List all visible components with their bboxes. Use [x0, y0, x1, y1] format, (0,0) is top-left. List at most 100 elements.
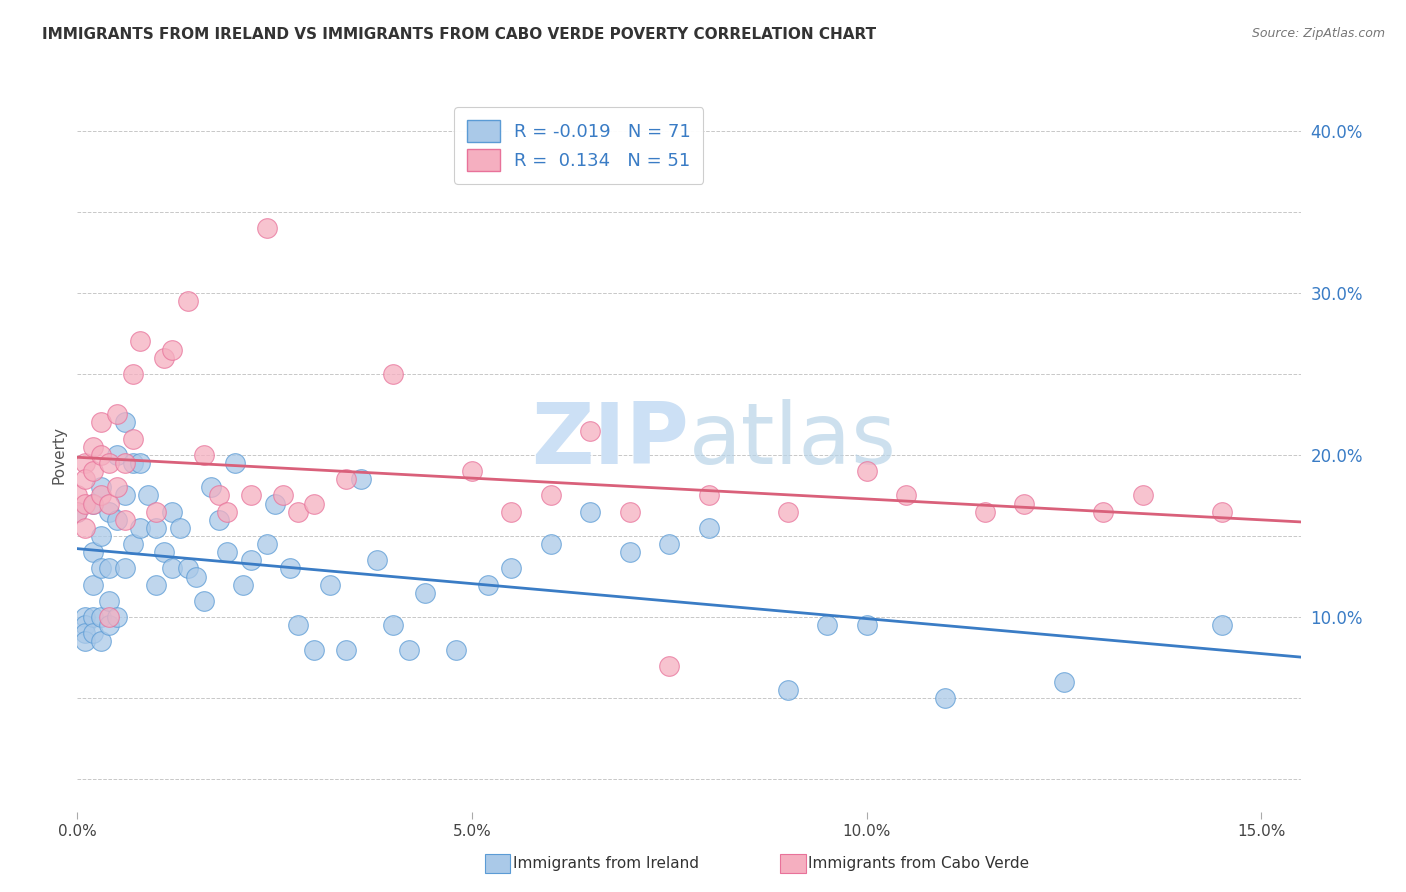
- Point: [256, 537, 278, 551]
- Point: [894, 488, 917, 502]
- Point: [619, 545, 641, 559]
- Point: [121, 367, 143, 381]
- Point: [90, 610, 112, 624]
- Point: [169, 521, 191, 535]
- Point: [145, 521, 167, 535]
- Point: [97, 497, 120, 511]
- Point: [82, 440, 104, 454]
- Point: [658, 537, 681, 551]
- Point: [413, 586, 436, 600]
- Point: [256, 220, 278, 235]
- Y-axis label: Poverty: Poverty: [51, 425, 66, 484]
- Point: [105, 610, 128, 624]
- Point: [114, 513, 136, 527]
- Point: [75, 626, 97, 640]
- Point: [319, 577, 342, 591]
- Point: [697, 488, 720, 502]
- Point: [114, 416, 136, 430]
- Text: Source: ZipAtlas.com: Source: ZipAtlas.com: [1251, 27, 1385, 40]
- Point: [82, 497, 104, 511]
- Point: [1132, 488, 1154, 502]
- Point: [145, 505, 167, 519]
- Point: [90, 448, 112, 462]
- Point: [129, 521, 152, 535]
- Point: [114, 488, 136, 502]
- Point: [160, 505, 183, 519]
- Point: [263, 497, 285, 511]
- Point: [382, 367, 405, 381]
- Point: [82, 610, 104, 624]
- Text: Immigrants from Ireland: Immigrants from Ireland: [513, 856, 699, 871]
- Point: [121, 456, 143, 470]
- Point: [90, 480, 112, 494]
- Point: [75, 610, 97, 624]
- Point: [114, 561, 136, 575]
- Point: [75, 472, 97, 486]
- Point: [75, 618, 97, 632]
- Point: [382, 618, 405, 632]
- Point: [697, 521, 720, 535]
- Point: [66, 505, 89, 519]
- Point: [658, 658, 681, 673]
- Point: [350, 472, 373, 486]
- Point: [776, 683, 799, 698]
- Point: [1211, 505, 1233, 519]
- Point: [160, 561, 183, 575]
- Point: [97, 505, 120, 519]
- Point: [97, 456, 120, 470]
- Point: [90, 488, 112, 502]
- Point: [973, 505, 995, 519]
- Point: [82, 497, 104, 511]
- Text: Immigrants from Cabo Verde: Immigrants from Cabo Verde: [808, 856, 1029, 871]
- Point: [217, 505, 239, 519]
- Point: [1092, 505, 1115, 519]
- Point: [287, 618, 309, 632]
- Point: [193, 594, 215, 608]
- Point: [138, 488, 160, 502]
- Point: [224, 456, 246, 470]
- Point: [97, 610, 120, 624]
- Text: ZIP: ZIP: [531, 399, 689, 483]
- Point: [66, 505, 89, 519]
- Point: [90, 634, 112, 648]
- Point: [82, 577, 104, 591]
- Point: [90, 529, 112, 543]
- Point: [776, 505, 799, 519]
- Point: [105, 408, 128, 422]
- Point: [302, 642, 325, 657]
- Point: [366, 553, 388, 567]
- Point: [97, 561, 120, 575]
- Point: [398, 642, 420, 657]
- Point: [160, 343, 183, 357]
- Bar: [780, 854, 806, 873]
- Point: [200, 480, 222, 494]
- Point: [97, 594, 120, 608]
- Point: [82, 545, 104, 559]
- Point: [335, 472, 357, 486]
- Point: [444, 642, 467, 657]
- Point: [75, 634, 97, 648]
- Point: [177, 561, 200, 575]
- Point: [75, 521, 97, 535]
- Point: [239, 488, 262, 502]
- Point: [815, 618, 838, 632]
- Point: [232, 577, 254, 591]
- Point: [97, 618, 120, 632]
- Point: [239, 553, 262, 567]
- Point: [153, 351, 176, 365]
- Point: [208, 513, 231, 527]
- Point: [1014, 497, 1036, 511]
- Point: [287, 505, 309, 519]
- Point: [579, 505, 602, 519]
- Point: [271, 488, 294, 502]
- Point: [302, 497, 325, 511]
- Point: [90, 561, 112, 575]
- Point: [208, 488, 231, 502]
- Text: IMMIGRANTS FROM IRELAND VS IMMIGRANTS FROM CABO VERDE POVERTY CORRELATION CHART: IMMIGRANTS FROM IRELAND VS IMMIGRANTS FR…: [42, 27, 876, 42]
- Point: [82, 626, 104, 640]
- Point: [121, 537, 143, 551]
- Point: [129, 456, 152, 470]
- Point: [90, 416, 112, 430]
- Point: [540, 537, 562, 551]
- Point: [477, 577, 499, 591]
